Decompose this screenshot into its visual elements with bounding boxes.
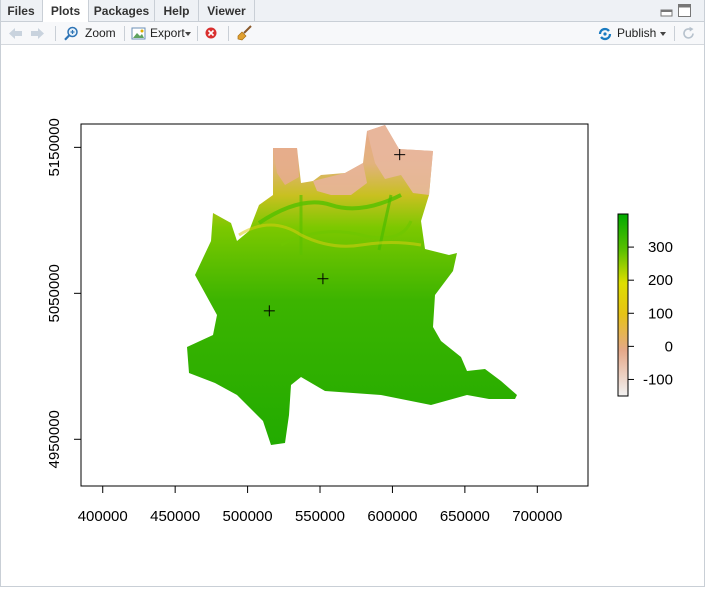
- colorbar-tick-label: 200: [648, 272, 673, 289]
- refresh-icon[interactable]: [681, 26, 696, 41]
- remove-plot-icon[interactable]: [205, 27, 217, 39]
- x-tick-label: 700000: [512, 508, 562, 525]
- x-tick-label: 500000: [223, 508, 273, 525]
- tab-help[interactable]: Help: [155, 0, 199, 22]
- colorbar: [617, 213, 629, 397]
- tab-files[interactable]: Files: [0, 0, 43, 22]
- chevron-down-icon: [185, 32, 191, 36]
- maximize-pane-icon[interactable]: [678, 4, 691, 17]
- raster-image: [187, 125, 517, 445]
- y-tick-label: 4950000: [46, 410, 63, 468]
- tab-packages[interactable]: Packages: [89, 0, 155, 22]
- x-tick-label: 400000: [78, 508, 128, 525]
- magnifier-icon[interactable]: [64, 26, 79, 41]
- plot-viewer: 400000 450000 500000 550000 600000 650000 7000…: [1, 45, 704, 586]
- x-tick-label: 650000: [440, 508, 490, 525]
- publish-icon[interactable]: [597, 27, 613, 41]
- raster-plot: 400000 450000 500000 550000 600000 650000 7000…: [46, 118, 673, 525]
- export-image-icon[interactable]: [131, 26, 146, 41]
- tab-plots[interactable]: Plots: [43, 0, 89, 23]
- publish-button[interactable]: Publish: [617, 26, 657, 40]
- pane-tab-bar: Files Plots Packages Help Viewer: [0, 0, 705, 23]
- colorbar-tick-label: 100: [648, 305, 673, 322]
- export-button[interactable]: Export: [150, 26, 185, 40]
- broom-icon[interactable]: [237, 25, 253, 41]
- colorbar-tick-label: 300: [648, 239, 673, 256]
- arrow-right-icon[interactable]: [30, 27, 45, 40]
- colorbar-tick-label: 0: [665, 338, 673, 355]
- y-tick-label: 5150000: [46, 118, 63, 176]
- point-marker: [263, 305, 275, 317]
- arrow-left-icon[interactable]: [8, 27, 23, 40]
- x-tick-label: 600000: [367, 508, 417, 525]
- minimize-pane-icon[interactable]: [660, 4, 673, 17]
- y-tick-label: 5050000: [46, 264, 63, 322]
- x-tick-label: 450000: [150, 508, 200, 525]
- tab-viewer[interactable]: Viewer: [199, 0, 255, 22]
- colorbar-tick-label: -100: [643, 371, 673, 388]
- x-tick-label: 550000: [295, 508, 345, 525]
- chevron-down-icon: [660, 32, 666, 36]
- plots-toolbar: Zoom Export Publish: [0, 22, 705, 45]
- point-marker: [317, 273, 329, 285]
- zoom-button[interactable]: Zoom: [85, 26, 116, 40]
- point-marker: [394, 149, 406, 161]
